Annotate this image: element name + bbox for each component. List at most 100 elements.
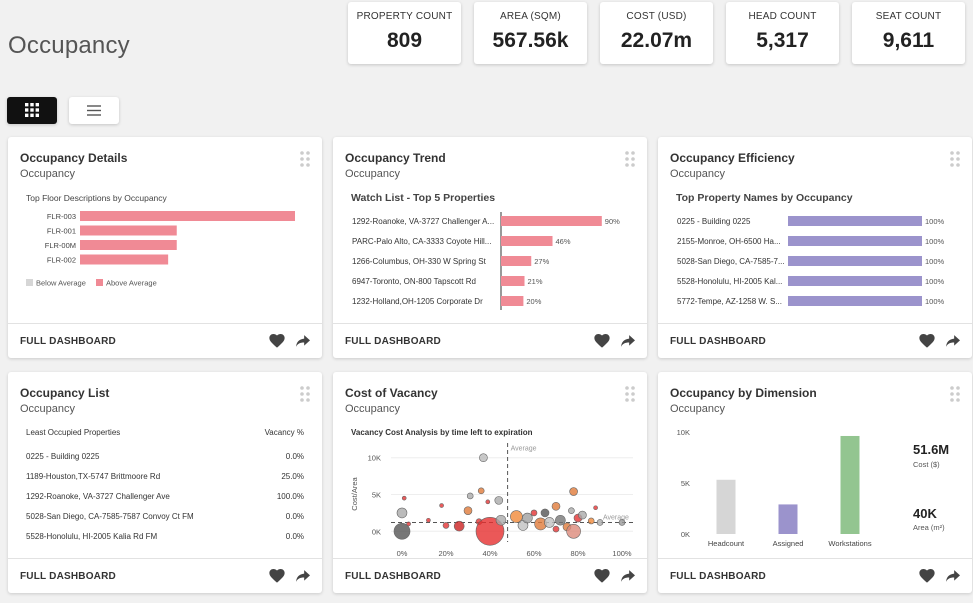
scatter-point [453,520,465,532]
scatter-point [475,516,505,546]
x-tick-label: 0% [397,549,408,558]
table-cell-name: 5528-Honolulu, HI-2005 Kalia Rd FM [26,532,158,541]
card-occupancy-details: Occupancy Details Occupancy Top Floor De… [8,137,322,358]
least-occupied-table: Least Occupied Properties Vacancy % 0225… [26,428,304,552]
full-dashboard-link[interactable]: FULL DASHBOARD [670,336,766,347]
x-tick-label: 40% [482,549,497,558]
drag-handle-icon[interactable] [950,151,960,167]
scatter-point [578,510,587,520]
scatter-point [530,509,538,517]
bar [788,296,922,306]
card-title: Occupancy Details [20,151,128,165]
kpi-value: 5,317 [756,29,809,52]
legend-swatch [96,279,103,286]
table-row[interactable]: 5028-San Diego, CA-7585-7587 Convoy Ct F… [26,512,304,532]
share-icon[interactable] [946,335,960,347]
kpi-value: 22.07m [620,29,693,52]
occupancy-by-dimension-chart: 10K 5K 0K Headcount Assigned Workstations [677,428,872,548]
table-row[interactable]: 5528-Honolulu, HI-2005 Kalia Rd FM 0.0% [26,532,304,552]
heart-icon[interactable] [269,334,285,348]
heart-icon[interactable] [594,569,610,583]
full-dashboard-link[interactable]: FULL DASHBOARD [345,571,441,582]
occupancy-list-body: Least Occupied Properties Vacancy % 0225… [8,418,322,558]
category-label: 2155-Monroe, OH-6500 Ha... [677,237,781,246]
full-dashboard-link[interactable]: FULL DASHBOARD [20,571,116,582]
scatter-point [406,521,411,527]
value-label: 100% [925,277,945,286]
bar [788,236,922,246]
grid-view-button[interactable] [7,97,57,124]
drag-handle-icon[interactable] [950,386,960,402]
chart-title: Watch List - Top 5 Properties [351,192,495,204]
card-occupancy-efficiency: Occupancy Efficiency Occupancy Top Prope… [658,137,972,358]
x-tick-label: 100% [612,549,632,558]
legend-swatch [26,279,33,286]
scatter-point [463,506,473,515]
bar [501,236,553,246]
cost-kpi-label: Cost ($) [913,460,940,469]
kpi-head-count: HEAD COUNT 5,317 [726,2,839,64]
category-label: FLR-001 [47,227,76,236]
heart-icon[interactable] [269,569,285,583]
y-tick-label: 10K [368,454,381,463]
table-cell-name: 1292-Roanoke, VA-3727 Challenger Ave [26,492,170,501]
value-label: 46% [556,237,571,246]
scatter-point [494,496,504,505]
card-title: Cost of Vacancy [345,386,438,400]
share-icon[interactable] [296,570,310,582]
share-icon[interactable] [621,570,635,582]
y-tick-label: 0K [681,530,690,539]
scatter-point [477,487,485,495]
grid-icon [25,103,39,117]
card-occupancy-trend: Occupancy Trend Occupancy Watch List - T… [333,137,647,358]
kpi-value: 809 [386,29,423,52]
kpi-label: SEAT COUNT [875,11,942,22]
reference-label: Average [511,445,537,452]
value-label: 100% [925,297,945,306]
scatter-point [426,517,431,523]
heart-icon[interactable] [919,334,935,348]
full-dashboard-link[interactable]: FULL DASHBOARD [345,336,441,347]
bar [501,296,524,306]
scatter-point [439,503,444,508]
card-subtitle: Occupancy [670,168,726,180]
bar [778,504,798,534]
kpi-label: AREA (SQM) [500,11,561,22]
kpi-label: COST (USD) [626,11,687,22]
scatter-point [555,514,566,526]
card-subtitle: Occupancy [20,403,76,415]
list-icon [87,105,101,116]
card-cost-of-vacancy: Cost of Vacancy Occupancy Vacancy Cost A… [333,372,647,593]
full-dashboard-link[interactable]: FULL DASHBOARD [670,571,766,582]
bar [80,225,177,236]
drag-handle-icon[interactable] [300,151,310,167]
share-icon[interactable] [621,335,635,347]
drag-handle-icon[interactable] [625,386,635,402]
scatter-point [442,522,450,529]
kpi-value: 567.56k [492,29,569,52]
share-icon[interactable] [296,335,310,347]
scatter-point [593,505,598,511]
scatter-point [552,525,560,533]
drag-handle-icon[interactable] [625,151,635,167]
heart-icon[interactable] [594,334,610,348]
list-view-button[interactable] [69,97,119,124]
table-row[interactable]: 0225 - Building 0225 0.0% [26,452,304,472]
scatter-point [540,508,550,518]
share-icon[interactable] [946,570,960,582]
scatter-point [618,519,626,526]
scatter-point [466,492,474,500]
table-row[interactable]: 1189-Houston,TX-5747 Brittmoore Rd 25.0% [26,472,304,492]
table-cell-value: 0.0% [285,512,304,521]
legend-label: Above Average [106,279,157,288]
drag-handle-icon[interactable] [300,386,310,402]
full-dashboard-link[interactable]: FULL DASHBOARD [20,336,116,347]
table-row[interactable]: 1292-Roanoke, VA-3727 Challenger Ave 100… [26,492,304,512]
y-tick-label: 10K [677,428,690,437]
cost-kpi-value: 51.6M [913,442,950,457]
table-cell-name: 0225 - Building 0225 [26,452,100,461]
heart-icon[interactable] [919,569,935,583]
page-title: Occupancy [8,32,130,59]
category-label: 5528-Honolulu, HI-2005 Kal... [677,277,782,286]
scatter-point [569,487,578,496]
